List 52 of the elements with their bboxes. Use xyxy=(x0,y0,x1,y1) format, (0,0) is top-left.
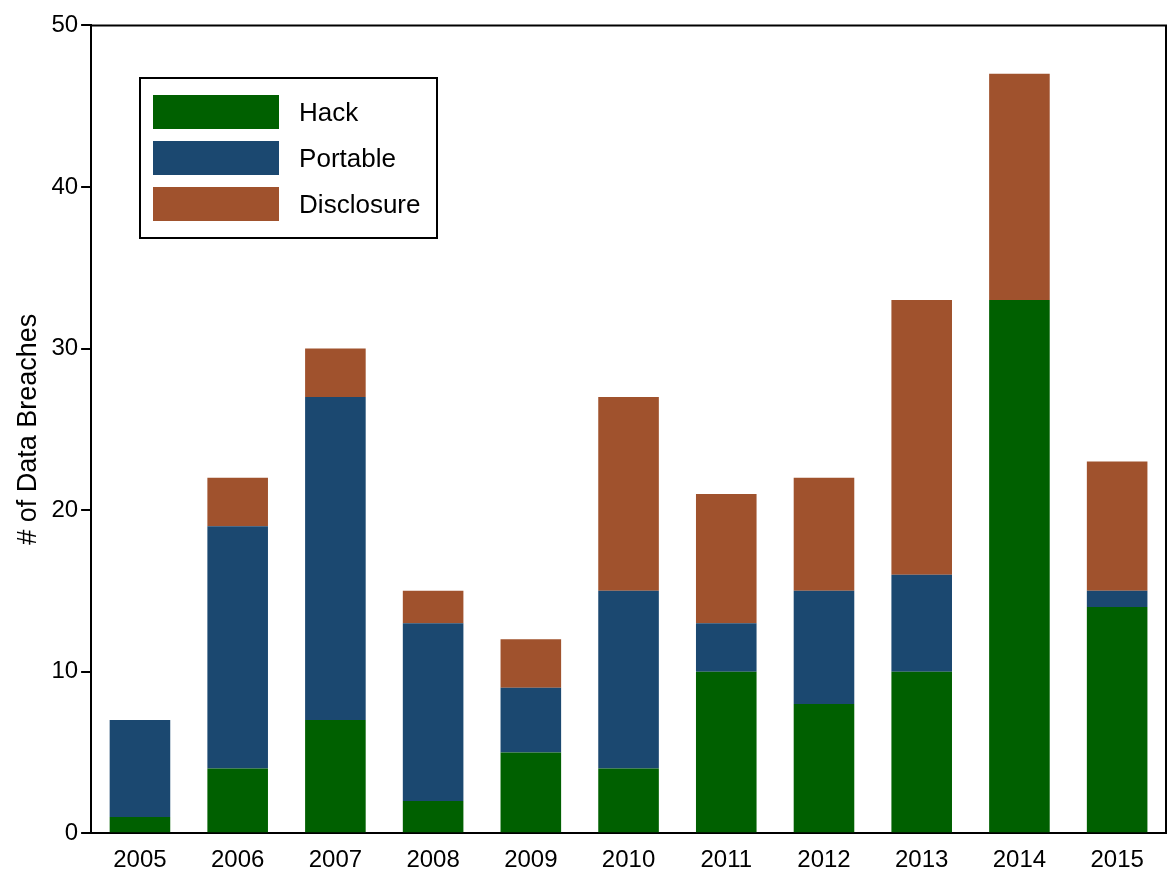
bar xyxy=(793,590,855,704)
bar xyxy=(598,768,659,833)
x-tick-label: 2006 xyxy=(210,845,265,873)
x-tick-label: 2005 xyxy=(113,845,167,873)
y-tick-label: 30 xyxy=(51,333,79,361)
x-tick-label: 2011 xyxy=(700,845,753,873)
bar xyxy=(598,396,659,591)
x-tick-label: 2009 xyxy=(504,845,558,873)
bar xyxy=(793,703,855,833)
x-tick-label: 2012 xyxy=(797,845,851,873)
bar xyxy=(695,493,757,624)
x-tick-label: 2015 xyxy=(1090,845,1144,873)
bar xyxy=(598,590,659,769)
bar xyxy=(109,817,171,833)
bar xyxy=(695,623,757,672)
bar xyxy=(1086,590,1148,608)
bar xyxy=(695,671,757,833)
bar xyxy=(891,574,952,672)
y-tick-label: 10 xyxy=(51,656,79,684)
bar xyxy=(402,800,464,833)
bar xyxy=(207,477,268,527)
bar xyxy=(109,720,171,818)
legend-label: Portable xyxy=(299,142,396,174)
y-axis-title: # of Data Breaches xyxy=(11,313,42,545)
x-tick-label: 2008 xyxy=(406,845,460,873)
bar xyxy=(402,590,464,624)
y-tick-label: 20 xyxy=(51,494,79,522)
bar xyxy=(305,396,366,721)
bar xyxy=(500,752,562,833)
x-tick-label: 2007 xyxy=(308,845,363,873)
bar xyxy=(500,639,562,688)
bar xyxy=(1086,461,1148,591)
bar xyxy=(989,73,1050,301)
x-tick-label: 2010 xyxy=(601,845,656,873)
bar xyxy=(793,477,855,591)
y-tick-label: 50 xyxy=(51,10,79,38)
x-tick-label: 2013 xyxy=(895,845,949,873)
legend-label: Hack xyxy=(299,96,359,128)
bar xyxy=(989,300,1050,833)
bar xyxy=(500,687,562,753)
y-tick-label: 0 xyxy=(64,817,79,845)
bar xyxy=(891,300,952,575)
bar xyxy=(305,348,366,397)
bar xyxy=(207,768,268,833)
x-tick-label: 2014 xyxy=(992,845,1047,873)
bar xyxy=(402,623,464,801)
bar xyxy=(207,526,268,769)
bar xyxy=(305,720,366,833)
y-tick-label: 40 xyxy=(51,171,79,199)
bar xyxy=(1086,607,1148,833)
legend-label: Disclosure xyxy=(299,188,421,220)
bar xyxy=(891,671,952,833)
